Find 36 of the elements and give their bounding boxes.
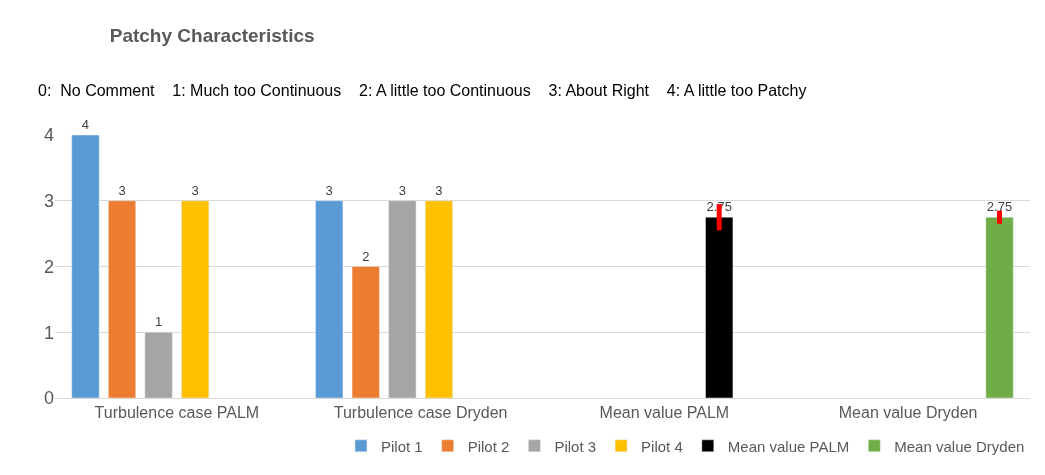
bar — [108, 200, 136, 398]
data-label: 3 — [435, 182, 443, 198]
x-tick-label: Turbulence case PALM — [94, 404, 260, 422]
data-label: 1 — [154, 314, 163, 330]
bar — [71, 135, 100, 398]
bar — [388, 200, 417, 398]
x-tick-label: Turbulence case Dryden — [333, 404, 508, 422]
data-label: 2.75 — [986, 199, 1013, 215]
bar — [144, 332, 173, 398]
y-tick-label: 0 — [43, 388, 54, 409]
y-tick-label: 1 — [43, 322, 54, 343]
bar — [424, 200, 453, 398]
data-label: 2 — [362, 248, 370, 264]
bar — [181, 200, 210, 398]
data-label: 3 — [325, 182, 333, 198]
data-label: 3 — [118, 182, 126, 198]
x-tick-label: Mean value Dryden — [838, 404, 978, 422]
bar — [315, 200, 344, 398]
legend-label: Pilot 2 — [467, 437, 510, 455]
legend-label: Pilot 1 — [381, 437, 423, 455]
x-tick-label: Mean value PALM — [599, 404, 730, 422]
y-tick-label: 4 — [43, 125, 54, 146]
legend-label: Mean value PALM — [727, 437, 850, 455]
data-label: 3 — [191, 182, 199, 198]
bar — [985, 216, 1014, 398]
legend-label: Pilot 4 — [641, 437, 683, 455]
data-label: 4 — [81, 117, 90, 132]
bar — [705, 216, 734, 398]
y-tick-label: 2 — [43, 256, 54, 277]
chart-subtitle: 0: No Comment 1: Much too Continuous 2: A little too Continuous 3: About Right 4: A little too Patchy — [38, 82, 807, 99]
y-tick-label: 3 — [43, 191, 54, 212]
bar — [351, 266, 380, 398]
chart-title: Patchy Characteristics — [109, 24, 315, 46]
legend-label: Pilot 3 — [554, 437, 597, 455]
data-label: 3 — [398, 182, 406, 198]
legend-label: Mean value Dryden — [894, 437, 1025, 455]
